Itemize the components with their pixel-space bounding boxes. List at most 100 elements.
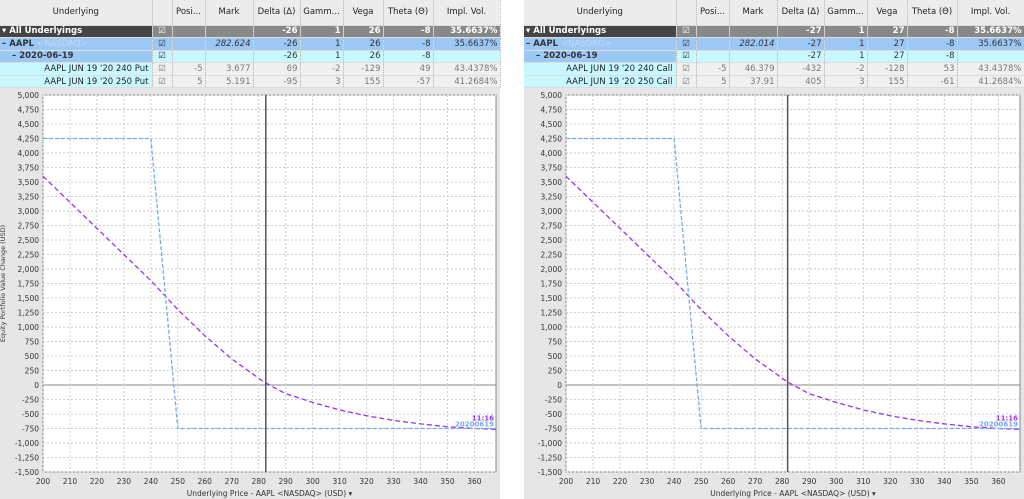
column-header[interactable]: Delta (Δ): [253, 0, 301, 26]
y-tick-label: 4,000: [541, 149, 563, 158]
include-checkbox[interactable]: ☑: [676, 62, 697, 76]
cell-pos: [172, 25, 206, 39]
cell-iv: 35.6637%: [433, 25, 501, 39]
table-row-leg[interactable]: AAPL JUN 19 '20 240 Call ☑ -5 46.379 -432 -2-…: [524, 62, 1024, 76]
table-row-all[interactable]: ▾ All Underlyings ☑ -27 1 27 -8 35.6637%: [524, 25, 1024, 39]
table-row-und[interactable]: – AAPL <NASDAQ> ☑ 282.014 -27 1 27 -8 35.6637%: [524, 37, 1024, 51]
cell-vega: -128: [867, 62, 908, 76]
x-axis-label[interactable]: Underlying Price - AAPL <NASDAQ> (USD) ▾: [187, 489, 353, 498]
include-checkbox[interactable]: ☑: [152, 37, 173, 51]
y-tick-label: 5,000: [541, 91, 563, 100]
y-tick-label: 750: [548, 338, 563, 347]
payoff-chart[interactable]: 5,000 4,750 4,500 4,250 4,000 3,750 3,500 3,250…: [0, 88, 500, 499]
exchange-label: <NASDAQ>: [37, 38, 88, 49]
column-header[interactable]: Gamm...: [824, 0, 868, 26]
x-tick-label: 240: [667, 477, 682, 486]
include-checkbox[interactable]: ☑: [152, 75, 173, 89]
x-tick-label: 200: [36, 477, 51, 486]
table-row-exp[interactable]: – 2020-06-19 ☑ -27 1 27 -8: [524, 50, 1024, 64]
cell-gamma: 1: [824, 50, 868, 64]
cell-theta: -8: [907, 50, 958, 64]
column-header[interactable]: [152, 0, 173, 26]
x-tick-label: 320: [359, 477, 374, 486]
y-tick-label: 250: [548, 367, 563, 376]
column-header[interactable]: Delta (Δ): [777, 0, 825, 26]
column-header[interactable]: Impl. Vol.: [433, 0, 501, 26]
collapse-icon[interactable]: ▾: [2, 26, 10, 37]
x-tick-label: 300: [305, 477, 320, 486]
y-tick-label: 1,500: [541, 294, 563, 303]
table-row-leg[interactable]: AAPL JUN 19 '20 250 Call ☑ 5 37.91 405 3 155 -6…: [524, 75, 1024, 89]
x-tick-label: 230: [117, 477, 132, 486]
x-tick-label: 310: [332, 477, 347, 486]
column-header[interactable]: Posi...: [696, 0, 730, 26]
y-tick-label: 4,250: [18, 135, 40, 144]
x-tick-label: 280: [252, 477, 267, 486]
cell-vega: 27: [867, 50, 908, 64]
column-header[interactable]: Underlying: [0, 0, 153, 26]
column-header[interactable]: Posi...: [172, 0, 206, 26]
positions-table: Underlying Posi... Mark Delta (Δ) Gamm... Veg…: [524, 0, 1024, 89]
table-row-leg[interactable]: AAPL JUN 19 '20 250 Put ☑ 5 5.191 -95 3 155 -57…: [0, 75, 501, 89]
x-axis-label[interactable]: Underlying Price - AAPL <NASDAQ> (USD) ▾: [710, 489, 876, 498]
y-tick-label: 2,000: [541, 265, 563, 274]
x-tick-label: 290: [279, 477, 294, 486]
column-header[interactable]: Theta (Θ): [383, 0, 434, 26]
include-checkbox[interactable]: ☑: [676, 75, 697, 89]
x-tick-label: 240: [144, 477, 159, 486]
collapse-icon[interactable]: –: [536, 51, 544, 62]
y-tick-label: 2,500: [541, 236, 563, 245]
x-tick-label: 210: [63, 477, 78, 486]
risk-panel-puts: Underlying Posi... Mark Delta (Δ) Gamm... Veg…: [0, 0, 501, 499]
column-header[interactable]: Gamm...: [300, 0, 344, 26]
y-tick-label: -500: [545, 410, 562, 419]
include-checkbox[interactable]: ☑: [676, 37, 697, 51]
x-tick-label: 200: [559, 477, 574, 486]
column-header[interactable]: Mark: [205, 0, 254, 26]
column-header[interactable]: Underlying: [524, 0, 677, 26]
column-header[interactable]: Impl. Vol.: [957, 0, 1024, 26]
cell-iv: [957, 50, 1024, 64]
y-tick-label: 500: [548, 352, 563, 361]
x-tick-label: 330: [386, 477, 401, 486]
cell-mark: [205, 50, 254, 64]
y-tick-label: -1,000: [15, 439, 39, 448]
column-header[interactable]: Vega: [343, 0, 384, 26]
include-checkbox[interactable]: ☑: [152, 50, 173, 64]
column-header[interactable]: Theta (Θ): [907, 0, 958, 26]
y-tick-label: 4,500: [18, 120, 40, 129]
include-checkbox[interactable]: ☑: [152, 62, 173, 76]
cell-iv: [433, 50, 501, 64]
x-tick-label: 290: [802, 477, 817, 486]
column-header[interactable]: Vega: [867, 0, 908, 26]
y-tick-label: -750: [22, 425, 39, 434]
include-checkbox[interactable]: ☑: [152, 25, 173, 39]
y-tick-label: -1,250: [538, 454, 562, 463]
table-row-leg[interactable]: AAPL JUN 19 '20 240 Put ☑ -5 3.677 69 -2 -129 4…: [0, 62, 501, 76]
cell-iv: 35.6637%: [957, 25, 1024, 39]
cell-pos: [172, 50, 206, 64]
y-tick-label: -1,000: [538, 439, 562, 448]
table-header: Underlying Posi... Mark Delta (Δ) Gamm... Veg…: [0, 0, 501, 26]
table-row-all[interactable]: ▾ All Underlyings ☑ -26 1 26 -8 35.6637%: [0, 25, 501, 39]
collapse-icon[interactable]: –: [2, 38, 10, 49]
cell-mark: 282.624: [205, 37, 254, 51]
x-tick-label: 230: [640, 477, 655, 486]
x-tick-label: 220: [613, 477, 628, 486]
y-tick-label: 500: [25, 352, 40, 361]
collapse-icon[interactable]: –: [526, 38, 534, 49]
collapse-icon[interactable]: ▾: [526, 26, 534, 37]
collapse-icon[interactable]: –: [12, 51, 20, 62]
column-header[interactable]: Mark: [729, 0, 778, 26]
column-header[interactable]: [676, 0, 697, 26]
include-checkbox[interactable]: ☑: [676, 50, 697, 64]
row-name: AAPL JUN 19 '20 250 Call: [524, 75, 677, 89]
include-checkbox[interactable]: ☑: [676, 25, 697, 39]
table-row-exp[interactable]: – 2020-06-19 ☑ -26 1 26 -8: [0, 50, 501, 64]
risk-panel-calls: Underlying Posi... Mark Delta (Δ) Gamm... Veg…: [524, 0, 1024, 499]
payoff-chart[interactable]: 5,000 4,750 4,500 4,250 4,000 3,750 3,500 3,250…: [524, 88, 1024, 499]
row-name: – 2020-06-19: [524, 50, 677, 64]
cell-mark: 46.379: [729, 62, 778, 76]
y-tick-label: 3,000: [541, 207, 563, 216]
table-row-und[interactable]: – AAPL <NASDAQ> ☑ 282.624 -26 1 26 -8 35.6637%: [0, 37, 501, 51]
